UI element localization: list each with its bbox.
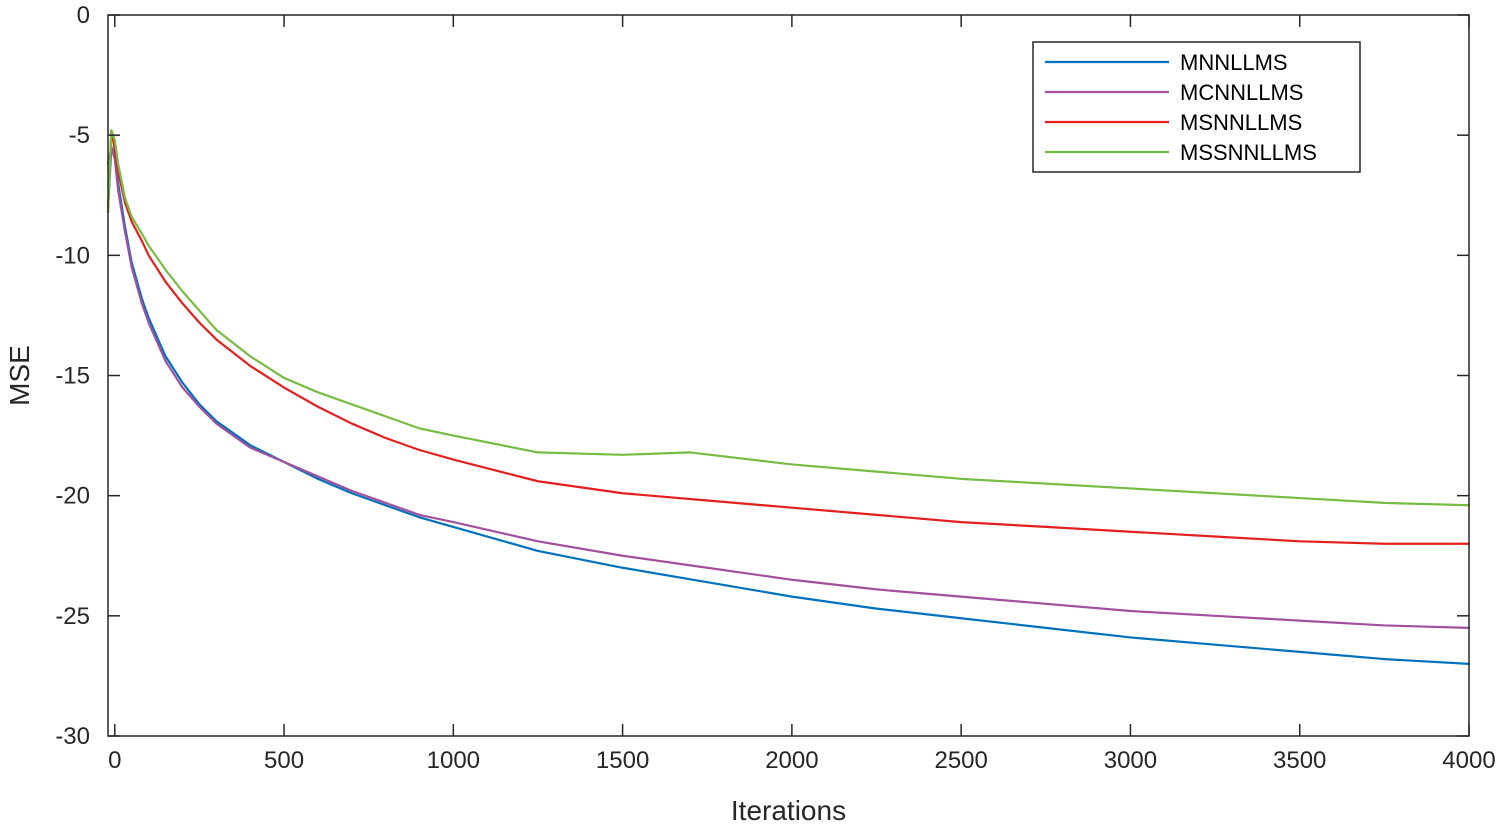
y-axis-title: MSE xyxy=(4,345,35,406)
x-tick-label: 1500 xyxy=(596,747,649,774)
y-tick-label: 0 xyxy=(77,2,90,29)
series-layer xyxy=(106,129,1471,666)
series-line-mssnnllms xyxy=(106,129,1471,507)
series-line-mcnnllms xyxy=(106,146,1471,629)
x-tick-label: 500 xyxy=(264,747,304,774)
x-tick-label: 2500 xyxy=(934,747,987,774)
y-tick-label: -30 xyxy=(55,723,90,750)
x-tick-label: 4000 xyxy=(1442,747,1495,774)
legend-label: MNNLLMS xyxy=(1180,50,1288,75)
legend: MNNLLMS MCNNLLMS MSNNLLMS MSSNNLLMS xyxy=(1032,41,1361,173)
y-tick-label: -10 xyxy=(55,242,90,269)
y-tick-label: -5 xyxy=(69,122,90,149)
series-line-msnnllms xyxy=(106,129,1471,545)
x-tick-label: 1000 xyxy=(427,747,480,774)
legend-label: MSNNLLMS xyxy=(1180,110,1302,135)
y-tick-label: -15 xyxy=(55,363,90,390)
y-tick-label: -20 xyxy=(55,483,90,510)
legend-label: MCNNLLMS xyxy=(1180,80,1303,105)
axes-layer: 0 500 1000 1500 2000 2500 3000 3500 4000 0 -5 -10 -1… xyxy=(55,2,1495,774)
x-axis-title: Iterations xyxy=(731,795,846,826)
legend-box xyxy=(1032,41,1361,173)
x-tick-label: 3000 xyxy=(1104,747,1157,774)
x-tick-label: 3500 xyxy=(1273,747,1326,774)
y-tick-label: -25 xyxy=(55,603,90,630)
x-tick-label: 0 xyxy=(108,747,121,774)
legend-label: MSSNNLLMS xyxy=(1180,140,1317,165)
x-tick-label: 2000 xyxy=(765,747,818,774)
